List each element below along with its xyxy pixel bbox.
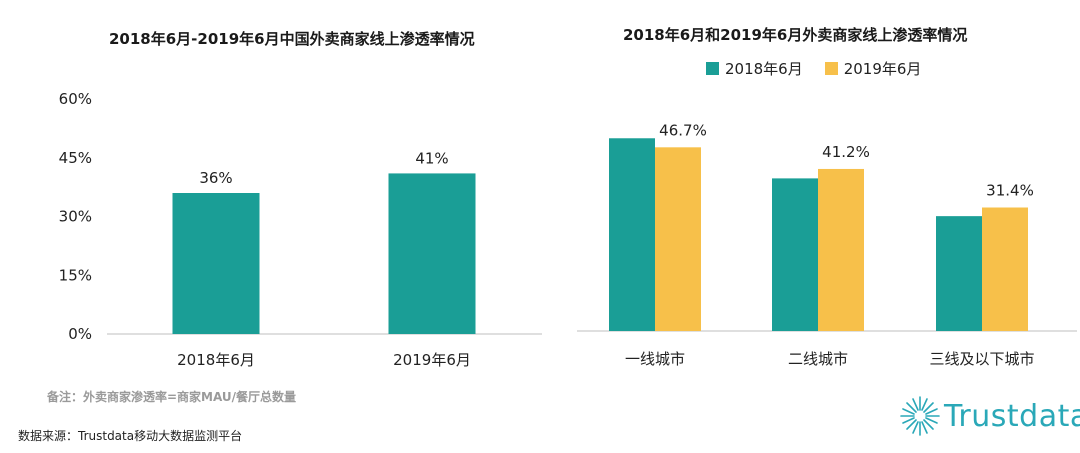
left-chart-title: 2018年6月-2019年6月中国外卖商家线上渗透率情况: [109, 30, 475, 48]
left-x-tick-label: 2019年6月: [393, 351, 471, 369]
trustdata-logo: Trustdata: [898, 394, 1080, 438]
left-y-tick-label: 15%: [59, 266, 92, 284]
right-bar-data-label: 46.7%: [659, 121, 707, 139]
footnote: 备注：外卖商家渗透率=商家MAU/餐厅总数量: [47, 390, 297, 404]
left-bar-data-label: 41%: [415, 149, 448, 167]
right-chart-legend: 2018年6月 2019年6月: [706, 58, 921, 79]
left-x-tick-label: 2018年6月: [177, 351, 255, 369]
right-bar: [609, 138, 655, 331]
right-bar: [936, 216, 982, 331]
legend-swatch-2018: [706, 62, 719, 75]
data-source: 数据来源：Trustdata移动大数据监测平台: [18, 429, 243, 443]
legend-item-2019: 2019年6月: [824, 58, 922, 79]
right-bar: [818, 168, 864, 331]
legend-label-2018: 2018年6月: [725, 60, 803, 78]
right-bar-data-label: 31.4%: [986, 181, 1034, 199]
right-bar: [982, 207, 1028, 331]
left-bar: [172, 193, 260, 334]
right-bar: [772, 178, 818, 331]
left-y-tick-label: 30%: [59, 208, 92, 226]
right-x-tick-label: 三线及以下城市: [929, 350, 1034, 368]
right-x-tick-label: 一线城市: [625, 350, 685, 368]
left-bar: [388, 173, 476, 334]
right-chart-title: 2018年6月和2019年6月外卖商家线上渗透率情况: [623, 26, 968, 44]
right-bar-data-label: 41.2%: [822, 143, 870, 161]
left-y-tick-label: 60%: [59, 90, 92, 108]
trustdata-logo-icon: [900, 396, 940, 436]
legend-swatch-2019: [824, 62, 838, 75]
right-bar: [655, 147, 701, 331]
legend-item-2018: 2018年6月: [706, 58, 803, 79]
left-bar-data-label: 36%: [199, 169, 232, 187]
legend-label-2019: 2019年6月: [843, 60, 922, 78]
left-y-tick-label: 0%: [68, 325, 92, 343]
right-x-tick-label: 二线城市: [788, 350, 848, 368]
trustdata-logo-text: Trustdata: [944, 398, 1080, 434]
left-y-tick-label: 45%: [59, 149, 92, 167]
